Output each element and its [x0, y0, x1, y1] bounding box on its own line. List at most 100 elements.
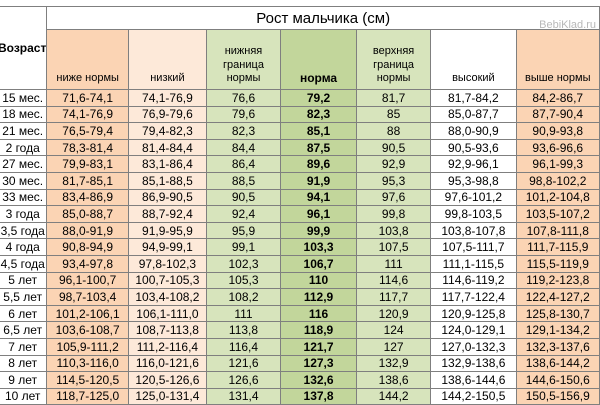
high-cell: 144,2-150,5	[430, 387, 517, 405]
lower-bound-cell: 86,4	[205, 155, 282, 173]
below-norm-cell: 78,3-81,4	[46, 138, 129, 157]
upper-bound-cell: 95,3	[355, 171, 432, 190]
high-cell: 90,5-93,6	[430, 138, 517, 157]
above-norm-cell: 107,8-111,8	[515, 221, 600, 240]
age-cell: 33 мес.	[0, 188, 48, 207]
lower-bound-cell: 90,5	[205, 188, 282, 207]
above-norm-cell: 111,7-115,9	[515, 238, 600, 256]
norm-cell: 89,6	[280, 155, 357, 173]
upper-bound-cell: 117,7	[355, 288, 432, 306]
header-below-norm: ниже нормы	[46, 29, 129, 90]
age-cell: 3,5 года	[0, 221, 48, 240]
table-row: 5 лет 96,1-100,7 100,7-105,3 105,3 110 114,6 1…	[0, 271, 600, 290]
upper-bound-cell: 124	[355, 321, 432, 339]
high-cell: 132,9-138,6	[430, 354, 517, 373]
age-cell: 8 лет	[0, 354, 48, 373]
upper-bound-cell: 85	[355, 105, 432, 124]
low-cell: 91,9-95,9	[127, 221, 207, 240]
table-row: 10 лет 118,7-125,0 125,0-131,4 131,4 137,8 14…	[0, 387, 600, 405]
low-cell: 106,1-111,0	[127, 304, 207, 323]
low-cell: 76,9-79,6	[127, 105, 207, 124]
norm-cell: 110	[280, 271, 357, 290]
lower-bound-cell: 111	[205, 304, 282, 323]
below-norm-cell: 79,9-83,1	[46, 155, 129, 173]
low-cell: 116,0-121,6	[127, 354, 207, 373]
lower-bound-cell: 108,2	[205, 288, 282, 306]
header-lower-bound: нижняя граница нормы	[205, 29, 282, 90]
below-norm-cell: 85,0-88,7	[46, 205, 129, 223]
age-cell: 4 года	[0, 238, 48, 256]
height-table: Возраст Рост мальчика (см) ниже нормы ни…	[0, 6, 600, 405]
upper-bound-cell: 81,7	[355, 89, 432, 107]
lower-bound-cell: 76,6	[205, 89, 282, 107]
high-cell: 117,7-122,4	[430, 288, 517, 306]
above-norm-cell: 122,4-127,2	[515, 288, 600, 306]
above-norm-cell: 138,6-144,2	[515, 354, 600, 373]
norm-cell: 112,9	[280, 288, 357, 306]
upper-bound-cell: 132,9	[355, 354, 432, 373]
table-row: 2 года 78,3-81,4 81,4-84,4 84,4 87,5 90,5 90,5…	[0, 138, 600, 157]
age-cell: 5 лет	[0, 271, 48, 290]
above-norm-cell: 144,6-150,6	[515, 371, 600, 389]
age-cell: 6,5 лет	[0, 321, 48, 339]
table-row: 8 лет 110,3-116,0 116,0-121,6 121,6 127,3 132…	[0, 354, 600, 373]
below-norm-cell: 74,1-76,9	[46, 105, 129, 124]
norm-cell: 82,3	[280, 105, 357, 124]
below-norm-cell: 96,1-100,7	[46, 271, 129, 290]
high-cell: 97,6-101,2	[430, 188, 517, 207]
table-row: 4 года 90,8-94,9 94,9-99,1 99,1 103,3 107,5 10…	[0, 238, 600, 256]
norm-cell: 87,5	[280, 138, 357, 157]
high-cell: 120,9-125,8	[430, 304, 517, 323]
norm-cell: 137,8	[280, 387, 357, 405]
age-cell: 9 лет	[0, 371, 48, 389]
age-cell: 30 мес.	[0, 171, 48, 190]
above-norm-cell: 132,3-137,6	[515, 337, 600, 356]
lower-bound-cell: 105,3	[205, 271, 282, 290]
age-cell: 2 года	[0, 138, 48, 157]
upper-bound-cell: 103,8	[355, 221, 432, 240]
norm-cell: 94,1	[280, 188, 357, 207]
norm-cell: 106,7	[280, 254, 357, 273]
above-norm-cell: 150,5-156,9	[515, 387, 600, 405]
below-norm-cell: 83,4-86,9	[46, 188, 129, 207]
table-row: 18 мес. 74,1-76,9 76,9-79,6 79,6 82,3 85 85,0-…	[0, 105, 600, 124]
lower-bound-cell: 113,8	[205, 321, 282, 339]
age-cell: 7 лет	[0, 337, 48, 356]
low-cell: 97,8-102,3	[127, 254, 207, 273]
low-cell: 94,9-99,1	[127, 238, 207, 256]
low-cell: 108,7-113,8	[127, 321, 207, 339]
below-norm-cell: 105,9-111,2	[46, 337, 129, 356]
age-cell: 3 года	[0, 205, 48, 223]
low-cell: 125,0-131,4	[127, 387, 207, 405]
norm-cell: 116	[280, 304, 357, 323]
low-cell: 86,9-90,5	[127, 188, 207, 207]
header-low: низкий	[127, 29, 207, 90]
header-upper-bound: верхняя граница нормы	[355, 29, 432, 90]
table-row: 30 мес. 81,7-85,1 85,1-88,5 88,5 91,9 95,3 95,…	[0, 171, 600, 190]
upper-bound-cell: 114,6	[355, 271, 432, 290]
low-cell: 85,1-88,5	[127, 171, 207, 190]
lower-bound-cell: 126,6	[205, 371, 282, 389]
low-cell: 103,4-108,2	[127, 288, 207, 306]
upper-bound-cell: 127	[355, 337, 432, 356]
norm-cell: 132,6	[280, 371, 357, 389]
above-norm-cell: 115,5-119,9	[515, 254, 600, 273]
age-cell: 5,5 лет	[0, 288, 48, 306]
table-row: 6,5 лет 103,6-108,7 108,7-113,8 113,8 118,9 1…	[0, 321, 600, 339]
table-row: 9 лет 114,5-120,5 120,5-126,6 126,6 132,6 138…	[0, 371, 600, 389]
table-row: 3,5 года 88,0-91,9 91,9-95,9 95,9 99,9 103,8 1…	[0, 221, 600, 240]
low-cell: 111,2-116,4	[127, 337, 207, 356]
low-cell: 83,1-86,4	[127, 155, 207, 173]
high-cell: 99,8-103,5	[430, 205, 517, 223]
age-cell: 21 мес.	[0, 122, 48, 140]
age-cell: 15 мес.	[0, 89, 48, 107]
upper-bound-cell: 144,2	[355, 387, 432, 405]
high-cell: 92,9-96,1	[430, 155, 517, 173]
age-cell: 6 лет	[0, 304, 48, 323]
watermark-text: BebiKlad.ru	[539, 19, 596, 31]
low-cell: 74,1-76,9	[127, 89, 207, 107]
age-column-header: Возраст	[0, 6, 48, 90]
upper-bound-cell: 120,9	[355, 304, 432, 323]
below-norm-cell: 88,0-91,9	[46, 221, 129, 240]
above-norm-cell: 96,1-99,3	[515, 155, 600, 173]
